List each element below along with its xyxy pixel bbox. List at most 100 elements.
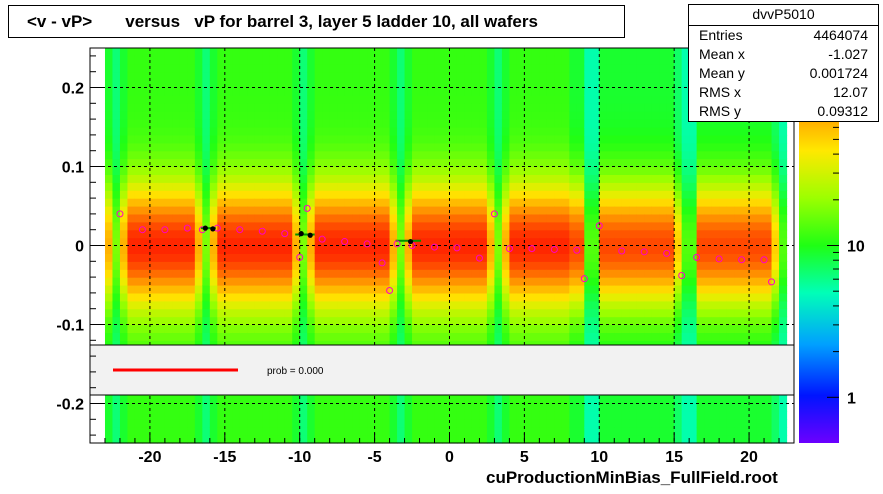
heatmap-cell: [599, 103, 608, 112]
heatmap-cell: [756, 229, 765, 239]
heatmap-cell: [359, 435, 368, 444]
heatmap-cell: [524, 103, 533, 112]
heatmap-cell: [486, 174, 496, 183]
heatmap-cell: [689, 158, 698, 168]
heatmap-cell: [239, 206, 248, 215]
heatmap-cell: [531, 158, 540, 168]
heatmap-cell: [546, 63, 555, 73]
heatmap-cell: [292, 316, 301, 326]
heatmap-cell: [501, 87, 511, 96]
heatmap-cell: [644, 95, 653, 104]
heatmap-cell: [382, 300, 391, 310]
heatmap-cell: [329, 229, 338, 239]
heatmap-cell: [516, 103, 525, 112]
heatmap-cell: [412, 221, 421, 231]
heatmap-cell: [142, 316, 151, 326]
heatmap-cell: [764, 316, 773, 326]
heatmap-cell: [224, 245, 233, 254]
heatmap-cell: [157, 237, 166, 247]
heatmap-cell: [501, 55, 511, 65]
heatmap-cell: [142, 206, 151, 215]
heatmap-cell: [434, 87, 443, 96]
heatmap-cell: [756, 182, 765, 191]
heatmap-cell: [779, 245, 788, 254]
heatmap-cell: [434, 269, 443, 278]
heatmap-cell: [299, 166, 308, 175]
heatmap-cell: [292, 237, 301, 247]
heatmap-cell: [389, 127, 398, 136]
heatmap-cell: [464, 79, 473, 89]
heatmap-cell: [157, 142, 166, 152]
heatmap-cell: [636, 237, 645, 247]
heatmap-cell: [179, 134, 188, 144]
heatmap-cell: [771, 403, 780, 412]
heatmap-cell: [172, 127, 181, 136]
heatmap-cell: [689, 221, 698, 231]
heatmap-cell: [764, 435, 773, 444]
heatmap-cell: [382, 221, 391, 231]
heatmap-cell: [322, 198, 331, 207]
heatmap-cell: [329, 174, 338, 183]
heatmap-cell: [419, 403, 428, 412]
heatmap-cell: [576, 166, 585, 175]
heatmap-cell: [539, 427, 548, 436]
heatmap-cell: [232, 158, 241, 168]
heatmap-cell: [456, 111, 466, 120]
heatmap-cell: [157, 71, 166, 81]
heatmap-cell: [239, 221, 248, 231]
heatmap-cell: [322, 403, 331, 412]
heatmap-cell: [524, 150, 533, 160]
heatmap-cell: [419, 134, 428, 144]
heatmap-cell: [509, 427, 518, 436]
heatmap-cell: [329, 206, 338, 215]
heatmap-cell: [659, 55, 668, 65]
heatmap-cell: [419, 190, 428, 199]
heatmap-cell: [359, 277, 368, 286]
heatmap-cell: [531, 206, 540, 215]
heatmap-cell: [576, 95, 585, 104]
heatmap-cell: [509, 269, 518, 278]
heatmap-cell: [127, 63, 136, 73]
heatmap-cell: [164, 182, 173, 191]
heatmap-cell: [711, 190, 720, 199]
heatmap-cell: [389, 221, 398, 231]
heatmap-cell: [112, 95, 121, 104]
heatmap-cell: [269, 403, 278, 412]
heatmap-cell: [164, 324, 173, 333]
heatmap-cell: [209, 206, 218, 215]
heatmap-cell: [516, 332, 525, 341]
heatmap-cell: [374, 190, 383, 199]
heatmap-cell: [771, 221, 780, 231]
heatmap-cell: [329, 332, 338, 341]
heatmap-cell: [239, 95, 248, 104]
heatmap-cell: [352, 198, 361, 207]
heatmap-cell: [202, 245, 211, 254]
heatmap-cell: [501, 324, 511, 333]
heatmap-cell: [704, 166, 713, 175]
heatmap-cell: [127, 427, 136, 436]
heatmap-cell: [464, 269, 473, 278]
heatmap-cell: [644, 142, 653, 152]
heatmap-cell: [314, 48, 323, 57]
heatmap-cell: [224, 237, 233, 247]
heatmap-cell: [442, 48, 451, 57]
heatmap-cell: [681, 324, 690, 333]
heatmap-cell: [194, 87, 203, 96]
heatmap-cell: [509, 419, 518, 428]
heatmap-cell: [449, 213, 458, 223]
heatmap-cell: [689, 142, 698, 152]
heatmap-cell: [734, 245, 743, 254]
heatmap-cell: [149, 395, 159, 405]
heatmap-cell: [374, 245, 383, 254]
heatmap-cell: [704, 308, 713, 318]
heatmap-cell: [247, 63, 256, 73]
heatmap-cell: [112, 182, 121, 191]
heatmap-cell: [501, 95, 511, 104]
heatmap-cell: [749, 213, 758, 223]
heatmap-cell: [509, 411, 518, 420]
heatmap-cell: [576, 190, 585, 199]
heatmap-cell: [629, 403, 638, 412]
heatmap-cell: [764, 237, 773, 247]
heatmap-cell: [449, 55, 458, 65]
heatmap-cell: [412, 103, 421, 112]
